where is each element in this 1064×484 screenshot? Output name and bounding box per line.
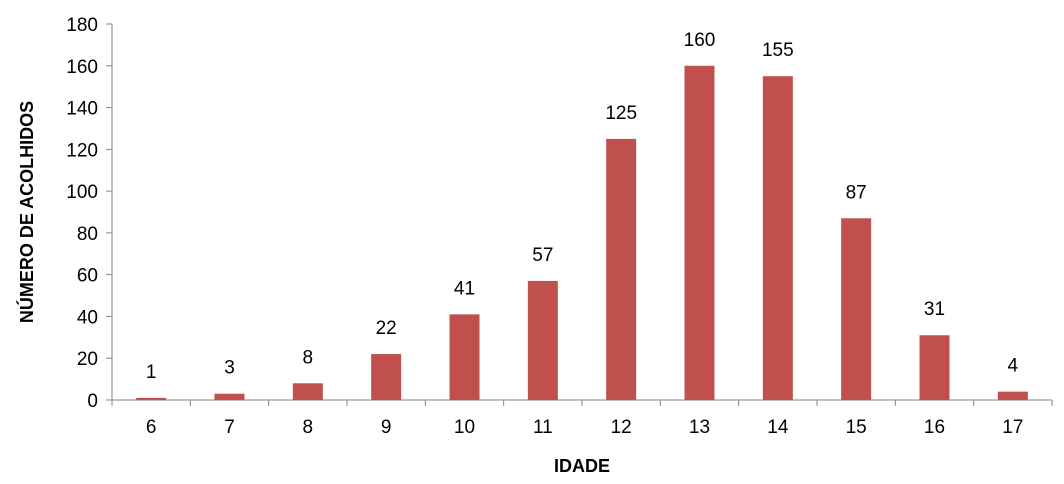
y-tick-label: 180 <box>66 15 98 36</box>
bar <box>762 76 793 400</box>
data-label: 4 <box>1008 356 1019 377</box>
x-tick-label: 13 <box>689 417 710 438</box>
y-tick-label: 60 <box>77 266 98 287</box>
data-label: 3 <box>224 358 235 379</box>
bar <box>527 280 558 400</box>
data-label: 160 <box>684 30 716 51</box>
y-tick-label: 40 <box>77 307 98 328</box>
data-label: 87 <box>846 182 867 203</box>
x-tick-label: 11 <box>533 417 553 438</box>
x-tick-label: 17 <box>1002 417 1023 438</box>
bars <box>136 65 1028 401</box>
y-tick-label: 20 <box>77 349 98 370</box>
x-tick-label: 15 <box>846 417 867 438</box>
y-tick-label: 100 <box>66 182 98 203</box>
data-label: 41 <box>454 278 475 299</box>
bar <box>292 383 323 400</box>
bar <box>997 391 1028 400</box>
y-tick-label: 80 <box>77 224 98 245</box>
x-tick-label: 10 <box>454 417 475 438</box>
y-tick-label: 0 <box>87 391 98 412</box>
bar <box>606 138 637 400</box>
x-tick-label: 6 <box>146 417 157 438</box>
y-axis-title: NÚMERO DE ACOLHIDOS <box>16 101 37 323</box>
bar <box>684 65 715 401</box>
y-axis: 0 20 40 60 80 100 120 140 160 180 <box>66 15 113 412</box>
bar <box>449 314 480 400</box>
bar <box>136 397 167 400</box>
x-tick-label: 9 <box>381 417 392 438</box>
data-label: 31 <box>924 299 945 320</box>
y-tick-label: 120 <box>66 140 98 161</box>
x-tick-label: 12 <box>611 417 632 438</box>
y-tick-label: 160 <box>66 57 98 78</box>
bar <box>371 354 402 400</box>
data-label: 8 <box>303 347 314 368</box>
data-label: 1 <box>146 362 157 383</box>
bar <box>214 393 245 400</box>
y-tick-label: 140 <box>66 99 98 120</box>
bar <box>841 218 872 400</box>
data-label: 125 <box>605 103 637 124</box>
bar <box>919 335 950 400</box>
data-labels: 1 3 8 22 41 57 125 160 155 87 31 4 <box>146 30 1019 383</box>
x-axis-title: IDADE <box>554 456 610 476</box>
data-label: 22 <box>376 318 397 339</box>
x-tick-label: 16 <box>924 417 945 438</box>
x-axis: 6 7 8 9 10 11 12 13 14 15 16 17 <box>111 399 1053 438</box>
x-tick-label: 7 <box>224 417 235 438</box>
x-tick-label: 14 <box>767 417 789 438</box>
x-tick-label: 8 <box>303 417 314 438</box>
data-label: 155 <box>762 40 794 61</box>
data-label: 57 <box>532 245 553 266</box>
